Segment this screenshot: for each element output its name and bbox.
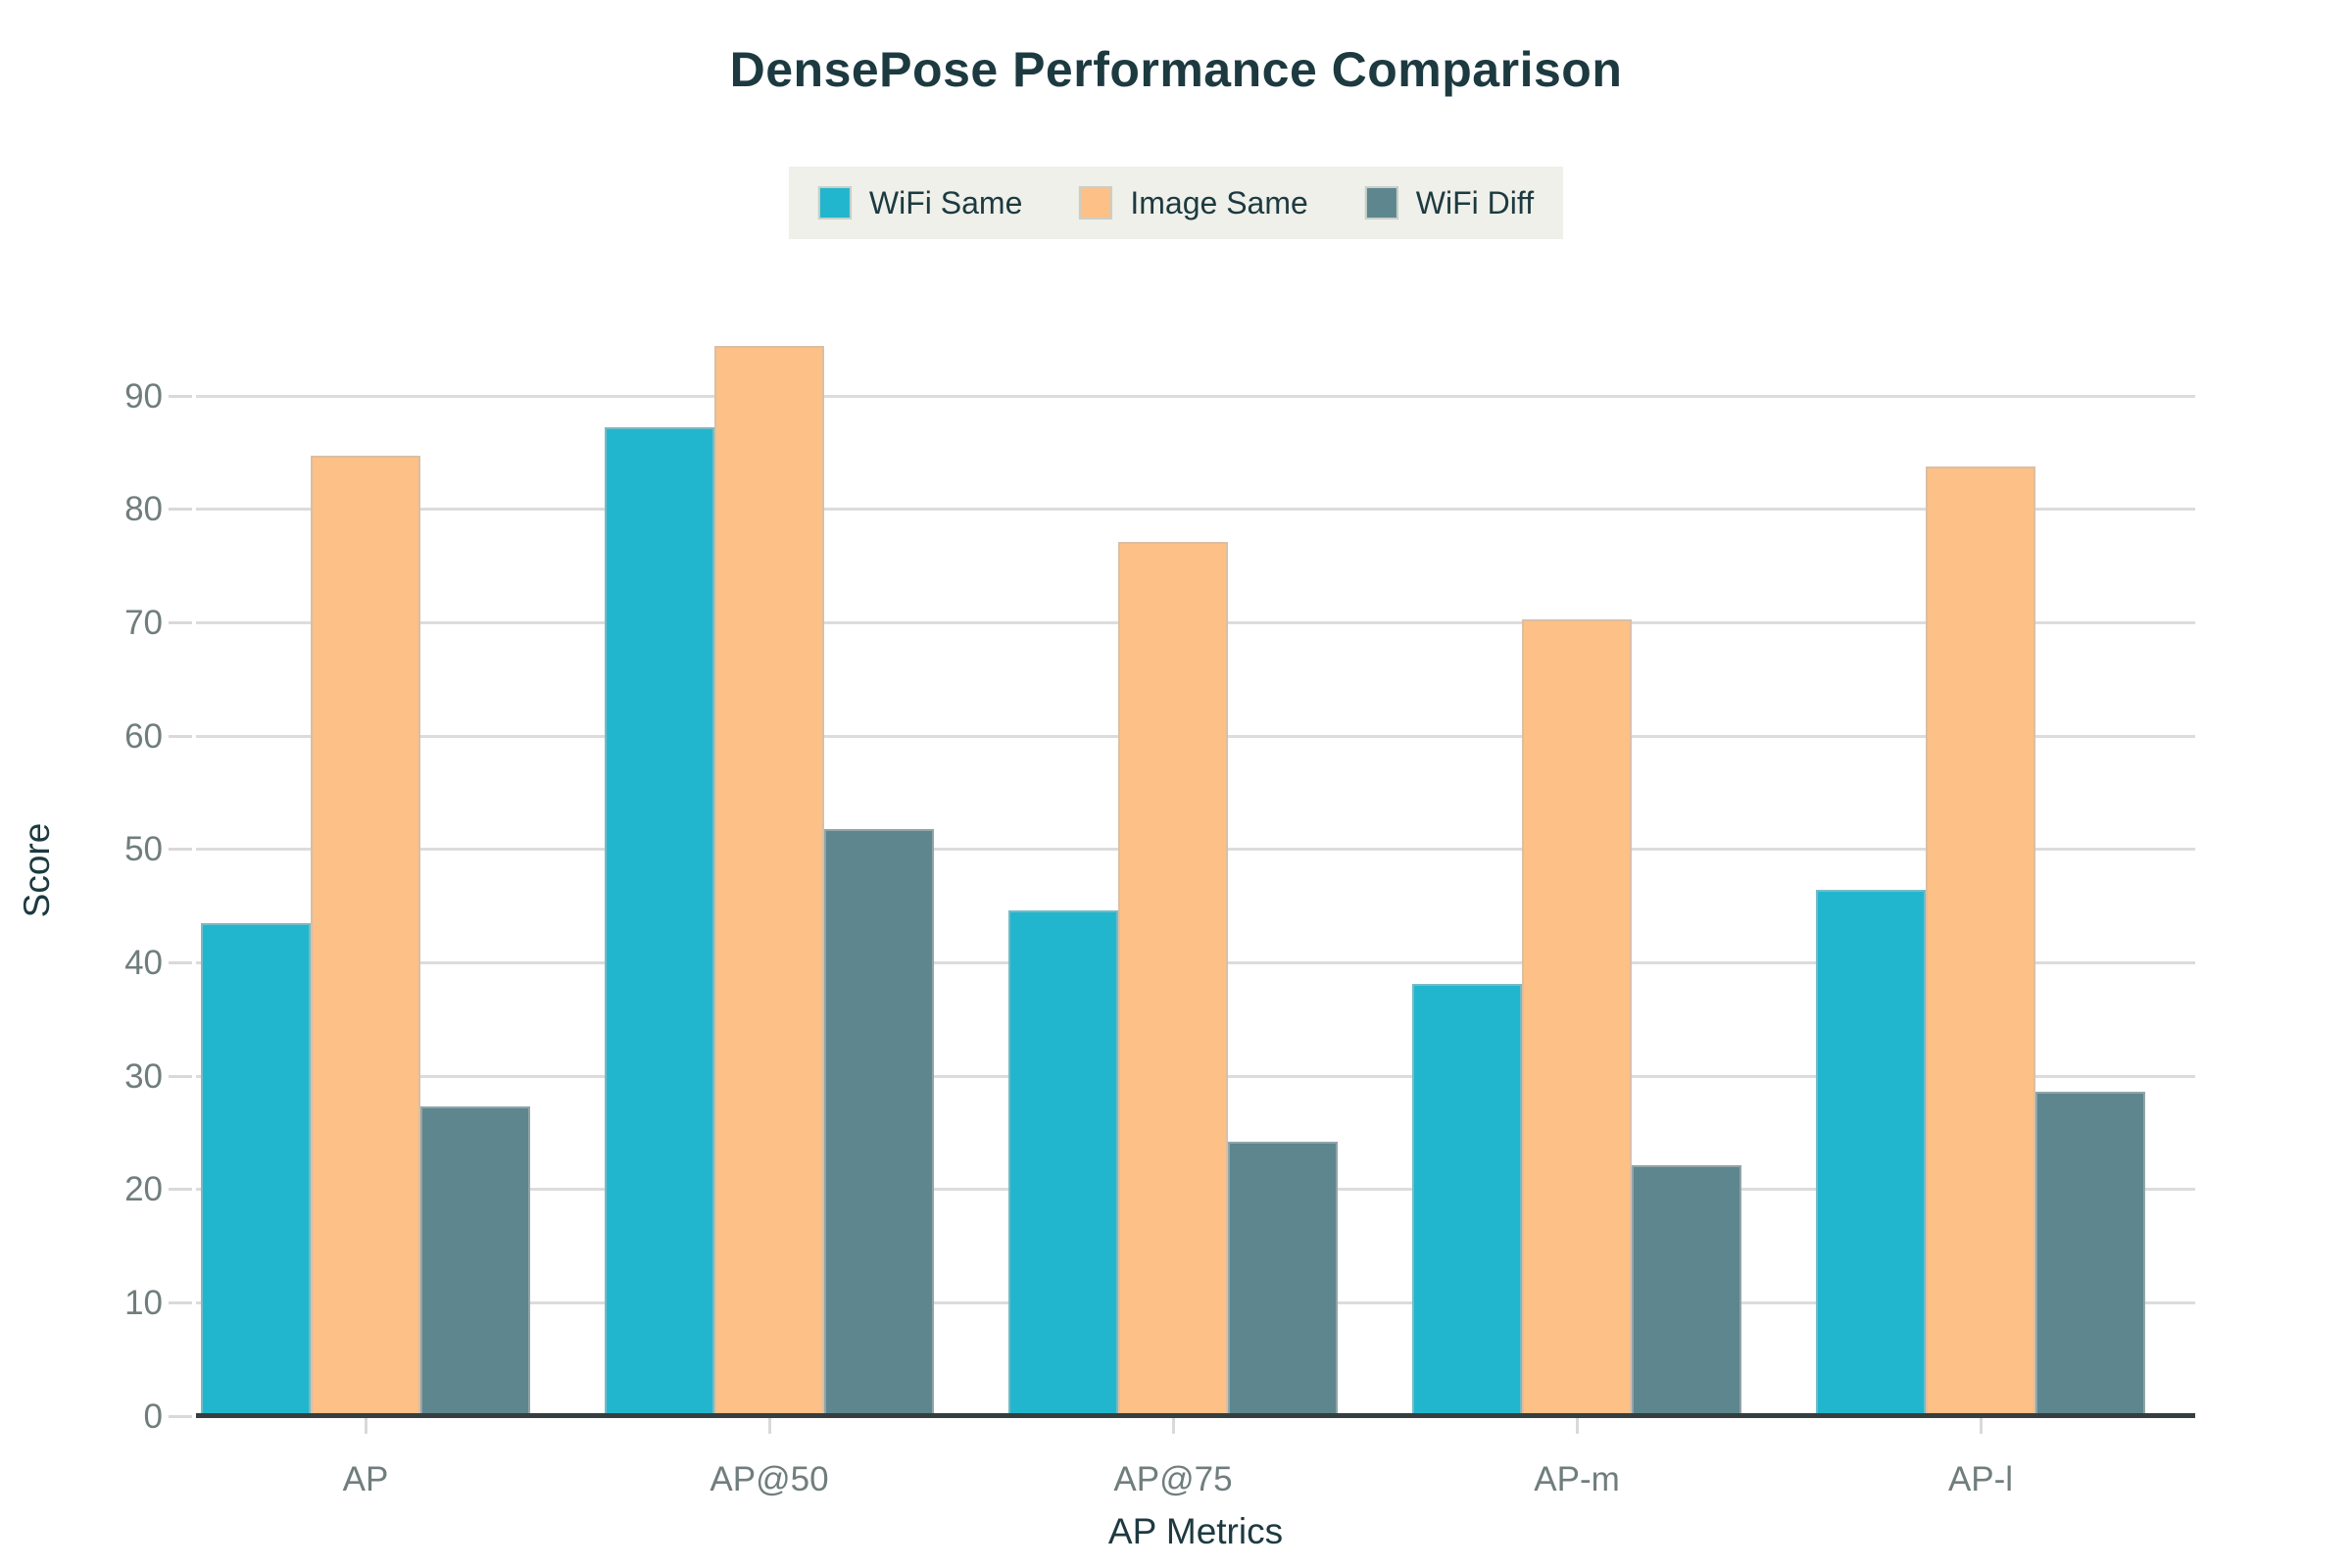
x-tick-mark-ap (364, 1418, 368, 1434)
y-tick-label-20: 20 (124, 1170, 163, 1209)
y-tick-label-30: 30 (124, 1056, 163, 1096)
bar-wifi-diff-ap (420, 1106, 530, 1416)
chart-title: DensePose Performance Comparison (729, 42, 1623, 97)
y-tick-mark-0 (169, 1414, 192, 1418)
legend-swatch-wifi-same (817, 186, 852, 220)
y-tick-mark-40 (169, 960, 192, 964)
legend-label-wifi-diff: WiFi Diff (1415, 184, 1535, 220)
y-tick-label-10: 10 (124, 1283, 163, 1322)
x-tick-mark-ap-50 (767, 1418, 771, 1434)
bar-wifi-same-ap-75 (1008, 910, 1118, 1416)
bar-wifi-same-ap-m (1412, 984, 1522, 1416)
y-tick-label-0: 0 (143, 1396, 163, 1436)
y-tick-mark-80 (169, 508, 192, 512)
legend-swatch-wifi-diff (1364, 186, 1398, 220)
legend-item-wifi-diff: WiFi Diff (1364, 184, 1535, 221)
x-axis-baseline (196, 1413, 2195, 1418)
x-tick-mark-ap-l (1979, 1418, 1983, 1434)
legend-label-wifi-same: WiFi Same (868, 184, 1023, 220)
bar-image-same-ap-m (1522, 618, 1632, 1416)
legend-item-image-same: Image Same (1079, 184, 1308, 221)
bar-image-same-ap-50 (714, 346, 824, 1416)
x-category-label-ap-m: AP-m (1534, 1460, 1620, 1498)
y-tick-label-90: 90 (124, 376, 163, 416)
plot-area (196, 323, 2195, 1416)
bar-wifi-diff-ap-l (2035, 1092, 2145, 1416)
y-tick-label-70: 70 (124, 603, 163, 642)
y-tick-mark-90 (169, 394, 192, 398)
y-tick-label-40: 40 (124, 943, 163, 982)
legend-item-wifi-same: WiFi Same (817, 184, 1023, 221)
legend-swatch-image-same (1079, 186, 1113, 220)
x-category-label-ap-l: AP-l (1947, 1460, 2014, 1498)
bar-image-same-ap-l (1926, 466, 2035, 1416)
x-category-label-ap-75: AP@75 (1113, 1460, 1233, 1498)
bar-wifi-diff-ap-50 (824, 828, 934, 1416)
y-tick-label-50: 50 (124, 830, 163, 869)
gridline-y-80 (196, 508, 2195, 512)
y-tick-mark-60 (169, 734, 192, 738)
x-category-label-ap-50: AP@50 (710, 1460, 829, 1498)
bar-wifi-diff-ap-75 (1228, 1142, 1338, 1416)
x-axis-title: AP Metrics (1107, 1511, 1284, 1551)
y-tick-mark-30 (169, 1074, 192, 1078)
bar-image-same-ap (311, 456, 420, 1416)
bar-wifi-same-ap-l (1816, 890, 1926, 1416)
x-category-label-ap: AP (342, 1460, 389, 1498)
y-tick-mark-50 (169, 848, 192, 852)
y-tick-label-60: 60 (124, 716, 163, 756)
bar-wifi-same-ap (201, 922, 311, 1416)
gridline-y-90 (196, 394, 2195, 398)
y-tick-mark-20 (169, 1188, 192, 1192)
y-tick-label-80: 80 (124, 490, 163, 529)
legend: WiFi Same Image Same WiFi Diff (788, 167, 1564, 239)
bar-image-same-ap-75 (1118, 542, 1228, 1416)
legend-label-image-same: Image Same (1130, 184, 1308, 220)
x-tick-mark-ap-m (1575, 1418, 1579, 1434)
y-tick-mark-70 (169, 620, 192, 624)
bar-wifi-diff-ap-m (1632, 1165, 1741, 1416)
y-axis-title: Score (17, 822, 57, 918)
x-tick-mark-ap-75 (1171, 1418, 1175, 1434)
bar-wifi-same-ap-50 (605, 427, 714, 1416)
y-tick-mark-10 (169, 1300, 192, 1304)
